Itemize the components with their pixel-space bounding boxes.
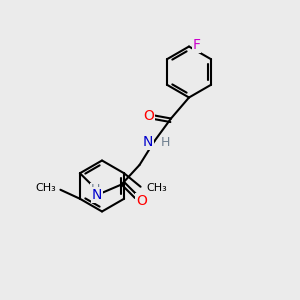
Text: H: H — [90, 183, 100, 196]
Text: O: O — [144, 109, 154, 122]
Text: CH₃: CH₃ — [35, 183, 56, 193]
Text: N: N — [92, 188, 102, 202]
Text: N: N — [142, 136, 153, 149]
Text: CH₃: CH₃ — [147, 183, 167, 193]
Text: H: H — [160, 136, 170, 149]
Text: F: F — [193, 38, 200, 52]
Text: O: O — [136, 194, 147, 208]
